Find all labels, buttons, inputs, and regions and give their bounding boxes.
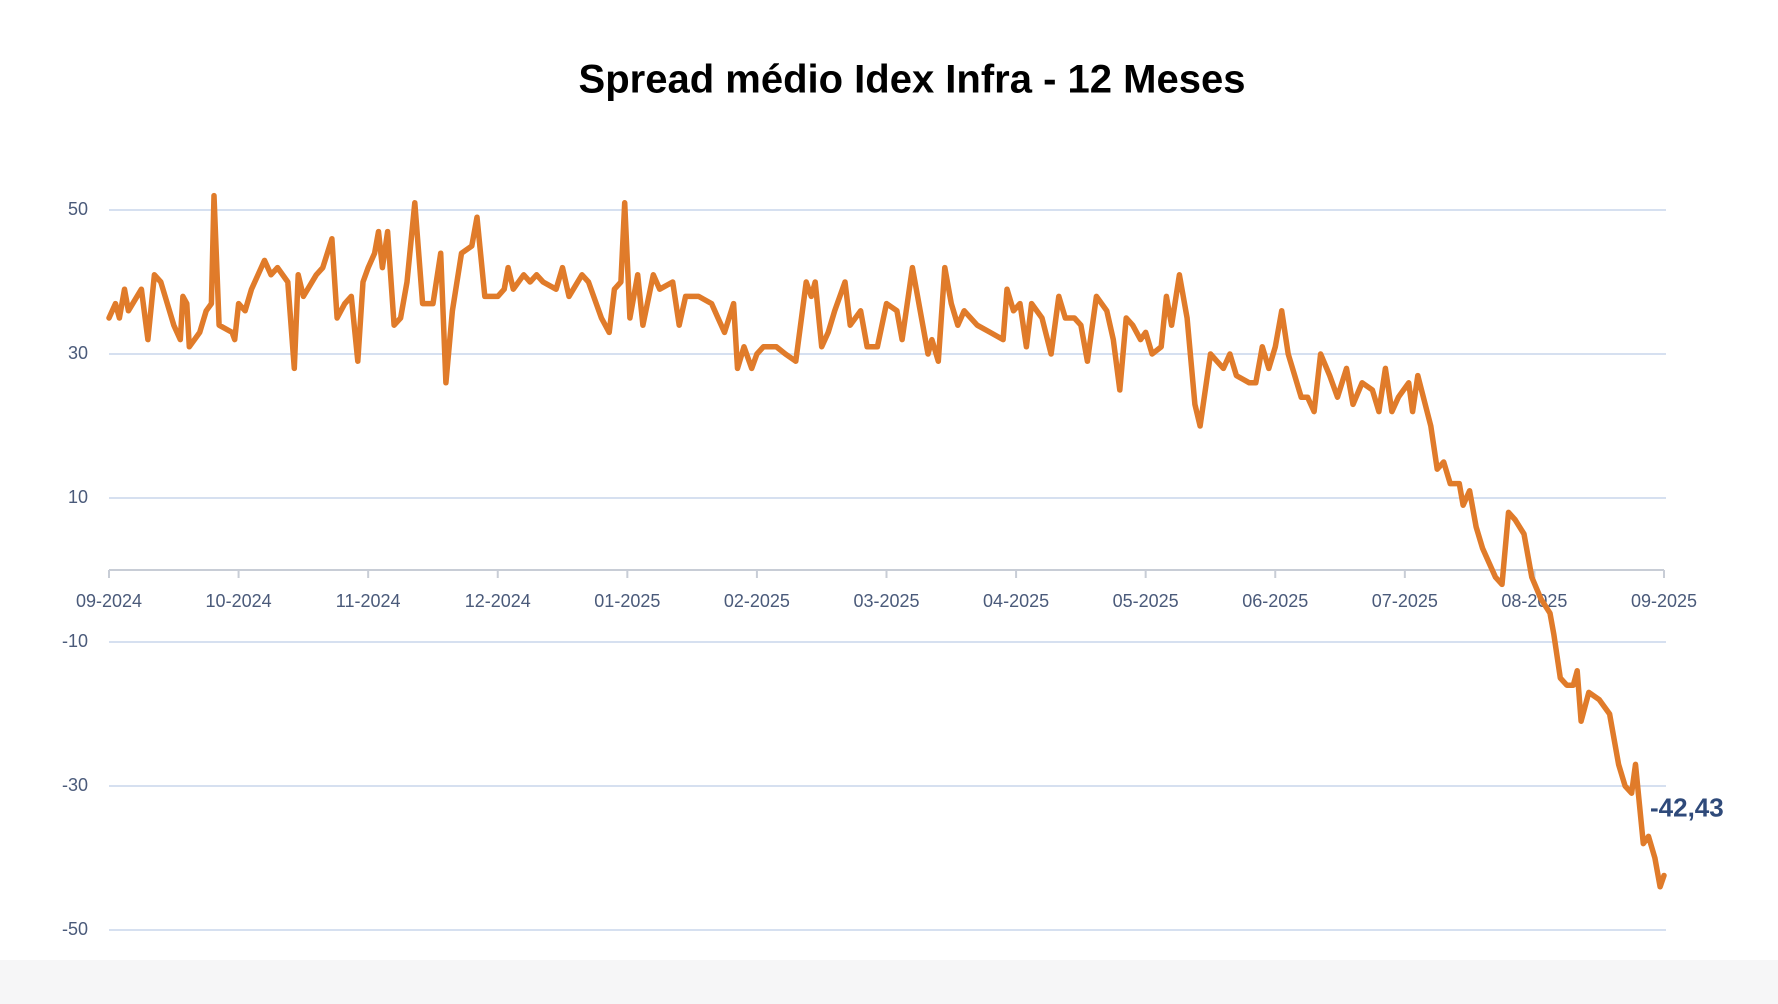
x-tick-label: 10-2024 bbox=[206, 591, 272, 611]
y-tick-label: -30 bbox=[62, 775, 88, 795]
chart-title: Spread médio Idex Infra - 12 Meses bbox=[579, 58, 1246, 102]
y-tick-label: -10 bbox=[62, 631, 88, 651]
x-tick-label: 01-2025 bbox=[594, 591, 660, 611]
bottom-strip bbox=[0, 960, 1778, 1004]
line bbox=[106, 192, 1667, 890]
x-tick-label: 04-2025 bbox=[983, 591, 1049, 611]
end-label: -42,43 bbox=[1650, 792, 1724, 822]
x-tick-label: 06-2025 bbox=[1242, 591, 1308, 611]
x-tick-label: 08-2025 bbox=[1501, 591, 1567, 611]
y-tick-label: 50 bbox=[68, 199, 88, 219]
x-tick-label: 09-2025 bbox=[1631, 591, 1697, 611]
x-tick-label: 02-2025 bbox=[724, 591, 790, 611]
y-tick-label: -50 bbox=[62, 919, 88, 939]
x-tick-label: 07-2025 bbox=[1372, 591, 1438, 611]
y-tick-label: 10 bbox=[68, 487, 88, 507]
x-tick-label: 12-2024 bbox=[465, 591, 531, 611]
y-tick-label: 30 bbox=[68, 343, 88, 363]
x-tick-label: 05-2025 bbox=[1113, 591, 1179, 611]
x-tick-label: 03-2025 bbox=[853, 591, 919, 611]
x-tick-label: 11-2024 bbox=[336, 591, 401, 611]
x-tick-label: 09-2024 bbox=[76, 591, 142, 611]
